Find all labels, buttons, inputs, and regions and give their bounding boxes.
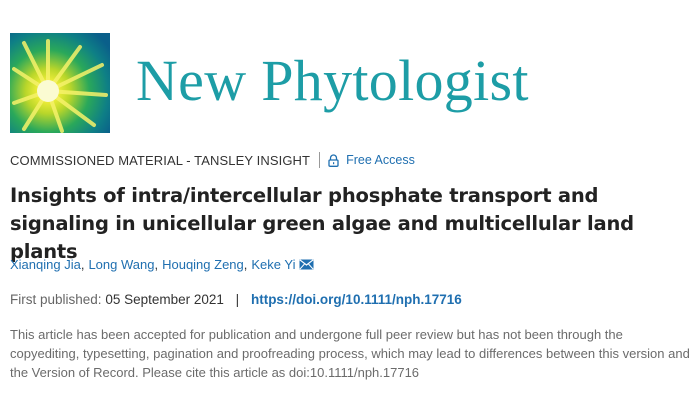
author-comma: , <box>154 257 159 272</box>
journal-logo-icon[interactable] <box>10 33 110 133</box>
author-link[interactable]: Keke Yi <box>251 257 296 272</box>
doi-link[interactable]: https://doi.org/10.1111/nph.17716 <box>250 292 462 307</box>
author-list: Xianqing Jia, Long Wang, Houqing Zeng, K… <box>10 257 315 272</box>
mail-icon[interactable] <box>299 259 315 270</box>
meta-separator <box>319 152 321 168</box>
author-link[interactable]: Long Wang <box>88 257 155 272</box>
author-comma: , <box>243 257 248 272</box>
journal-title[interactable]: New Phytologist <box>136 48 529 113</box>
publication-separator: | <box>235 292 240 307</box>
author-link[interactable]: Xianqing Jia <box>10 257 81 272</box>
first-published-date: 05 September 2021 <box>105 292 224 307</box>
article-title: Insights of intra/intercellular phosphat… <box>10 184 634 263</box>
article-category: COMMISSIONED MATERIAL - TANSLEY INSIGHT <box>10 152 311 168</box>
lock-icon <box>328 153 339 167</box>
free-access-label[interactable]: Free Access <box>346 153 415 167</box>
journal-header: New Phytologist <box>10 33 529 133</box>
author-link[interactable]: Houqing Zeng <box>162 257 244 272</box>
accepted-article-note: This article has been accepted for publi… <box>10 327 690 380</box>
article-meta-row: COMMISSIONED MATERIAL - TANSLEY INSIGHT … <box>10 152 415 168</box>
first-published-label: First published: <box>10 292 102 307</box>
publication-row: First published: 05 September 2021 | htt… <box>10 292 462 307</box>
author-comma: , <box>80 257 85 272</box>
